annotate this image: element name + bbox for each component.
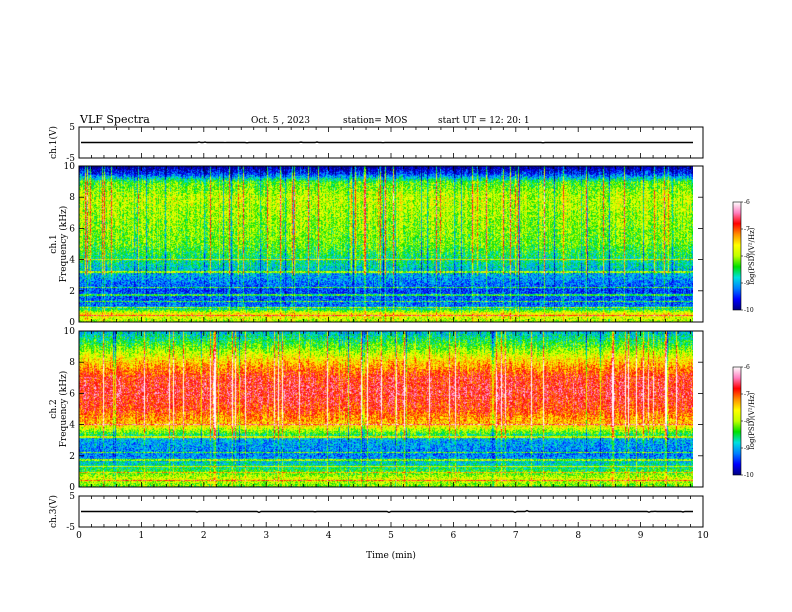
ch2-spectrogram-colorbar-tick-label: -6 (744, 364, 750, 371)
ch2-spectrogram-image (79, 331, 693, 487)
ch1-spectrogram-image (79, 166, 693, 322)
x-tick-label: 4 (326, 531, 332, 541)
ch2-spectrogram-ytick-label: 10 (64, 327, 76, 337)
ch1-waveform-trace (81, 141, 693, 144)
ch1-spectrogram-ytick-label: 6 (69, 224, 75, 234)
x-tick-label: 8 (575, 531, 581, 541)
ch1-spectrogram-ylabel: Frequency (kHz) (58, 206, 69, 283)
ch1-spectrogram-ytick-label: 10 (64, 162, 76, 172)
ch2-spectrogram-colorbar-tick-label: -7 (744, 391, 750, 398)
ch2-spectrogram-ylabel: ch.2 (49, 399, 59, 418)
ch1-spectrogram-colorbar-tick-label: -10 (744, 307, 754, 314)
ch2-spectrogram-panel: 0 2 4 6 8 10 ch.2 Frequency (kHz) (49, 327, 704, 493)
ch3-waveform-trace (81, 509, 693, 514)
x-tick-label: 0 (76, 531, 82, 541)
x-axis-label: Time (min) (366, 550, 416, 561)
ch1-spectrogram-colorbar-label: log(PSD)(V²/Hz) (748, 227, 756, 284)
ch1-waveform-panel: 5 -5 ch.1(V) (48, 123, 704, 164)
ch3-waveform-ylabel: ch.3(V) (48, 495, 59, 528)
x-tick-label: 1 (139, 531, 145, 541)
x-tick-label: 2 (201, 531, 207, 541)
ch1-spectrogram-ytick-label: 0 (69, 318, 75, 328)
ch2-spectrogram-colorbar-scale (732, 366, 742, 476)
ch3-waveform-panel: 0 1 2 3 4 5 6 7 8 9 10 5 -5 ch.3(V) (48, 492, 709, 541)
ch3-waveform-ytick-label: 5 (69, 492, 75, 502)
ch2-spectrogram-ytick-label: 6 (69, 389, 75, 399)
ch1-waveform-ylabel: ch.1(V) (48, 126, 59, 159)
ch1-spectrogram-colorbar-tick-label: -8 (744, 253, 750, 260)
ch1-spectrogram-ytick-label: 4 (69, 256, 75, 266)
ch1-waveform-ytick-label: 5 (69, 123, 75, 133)
ch1-spectrogram-ytick-label: 2 (69, 287, 75, 297)
ch1-spectrogram-colorbar-tick-label: -7 (744, 226, 750, 233)
ch1-spectrogram-colorbar-scale (732, 201, 742, 311)
figure-title: VLF Spectra (79, 113, 150, 126)
ch2-spectrogram-ytick-label: 2 (69, 452, 75, 462)
date-label: Oct. 5 , 2023 (251, 116, 310, 126)
ch2-spectrogram-colorbar-tick-label: -9 (744, 445, 750, 452)
x-tick-label: 5 (388, 531, 394, 541)
ch1-colorbar: -6 -7 -8 -9 -10 log(PSD)(V²/Hz) (732, 199, 756, 314)
x-tick-label: 6 (451, 531, 457, 541)
ch2-spectrogram-ytick-label: 8 (69, 358, 75, 368)
ch1-spectrogram-ytick-label: 8 (69, 193, 75, 203)
x-tick-label: 3 (263, 531, 269, 541)
ch2-spectrogram-colorbar-tick-label: -10 (744, 472, 754, 479)
ch2-spectrogram-ylabel: Frequency (kHz) (58, 371, 69, 448)
ch1-spectrogram-colorbar-tick-label: -6 (744, 199, 750, 206)
x-tick-label: 9 (638, 531, 644, 541)
ch2-spectrogram-colorbar-label: log(PSD)(V²/Hz) (748, 392, 756, 449)
ch1-spectrogram-colorbar-tick-label: -9 (744, 280, 750, 287)
station-label: station= MOS (343, 116, 407, 126)
ch2-spectrogram-colorbar-tick-label: -8 (744, 418, 750, 425)
ch2-spectrogram-ytick-label: 4 (69, 421, 75, 431)
x-tick-label: 10 (697, 531, 709, 541)
ch3-waveform-ytick-label: -5 (66, 523, 75, 533)
start-time-label: start UT = 12: 20: 1 (438, 116, 530, 126)
ch2-colorbar: -6 -7 -8 -9 -10 log(PSD)(V²/Hz) (732, 364, 756, 479)
ch1-spectrogram-panel: 0 2 4 6 8 10 ch.1 Frequency (kHz) (49, 162, 704, 328)
x-axis: Time (min) (366, 550, 416, 561)
ch2-spectrogram-ytick-label: 0 (69, 483, 75, 493)
ch1-spectrogram-ylabel: ch.1 (49, 234, 59, 253)
ch1-waveform-ytick-label: -5 (66, 154, 75, 164)
x-tick-label: 7 (513, 531, 519, 541)
